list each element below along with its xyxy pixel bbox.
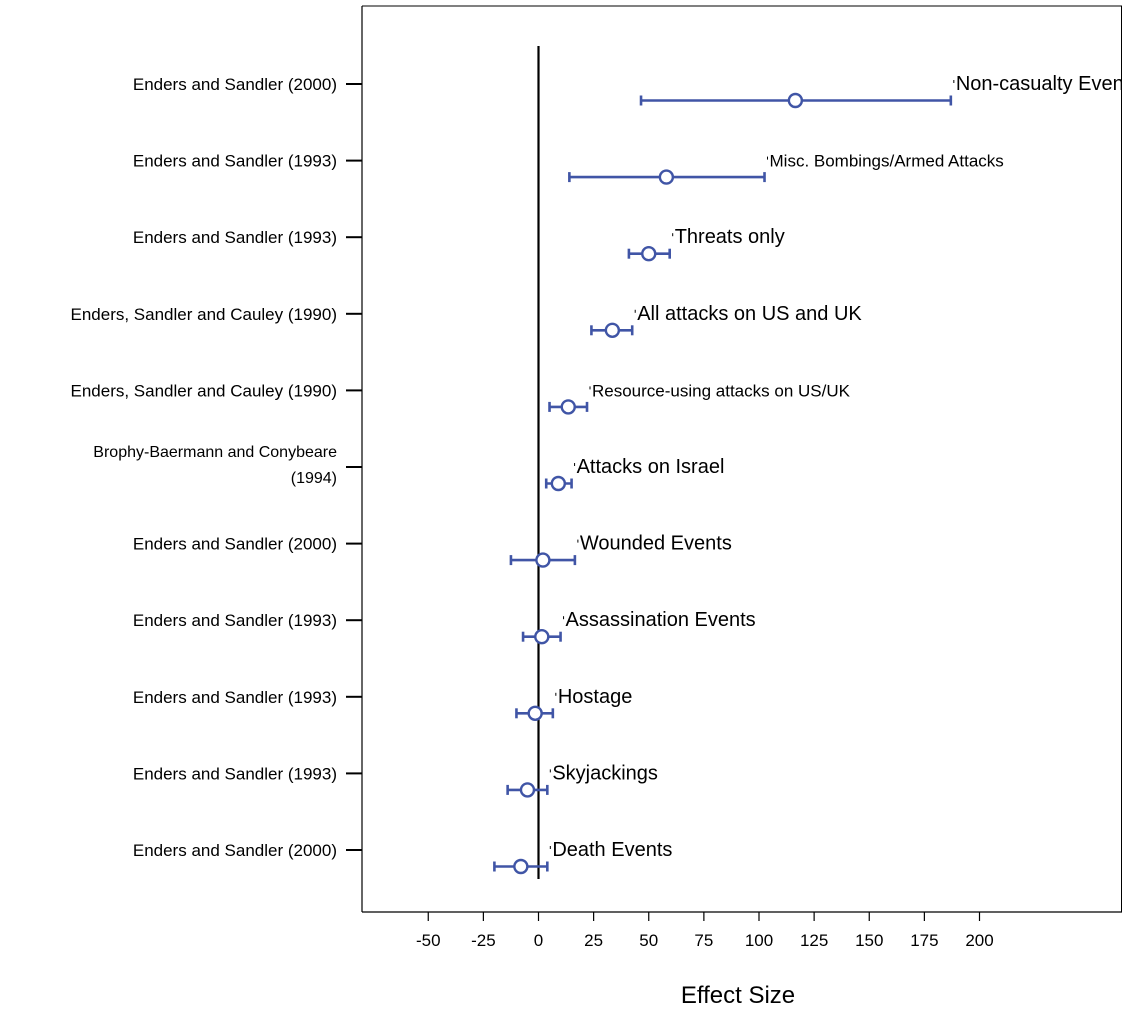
point-estimate	[550, 475, 567, 492]
outcome-label: Skyjackings	[552, 762, 658, 784]
study-label: Enders and Sandler (1993)	[133, 152, 337, 171]
point-estimate	[787, 92, 804, 109]
point-estimate	[535, 552, 551, 568]
x-tick-label: 125	[800, 931, 828, 950]
x-tick-label: 100	[745, 931, 773, 950]
x-tick-label: 200	[965, 931, 993, 950]
study-label: Brophy-Baermann and Conybeare	[93, 444, 337, 461]
x-tick-label: 0	[534, 931, 543, 950]
point-estimate	[513, 858, 529, 875]
x-axis-ticks: -50 -25 0 25 50 75 100 125 150 175 200	[416, 912, 994, 950]
study-label: Enders and Sandler (1993)	[133, 228, 337, 247]
study-label: Enders and Sandler (2000)	[133, 75, 337, 94]
point-estimate	[641, 245, 657, 262]
x-tick-label: 50	[639, 931, 658, 950]
study-label: (1994)	[291, 470, 337, 487]
point-estimate	[527, 705, 543, 721]
x-tick-label: -50	[416, 931, 441, 950]
study-label: Enders, Sandler and Cauley (1990)	[71, 305, 338, 324]
x-tick-label: -25	[471, 931, 496, 950]
x-tick-label: 25	[584, 931, 603, 950]
x-axis-title: Effect Size	[681, 982, 795, 1009]
study-label: Enders, Sandler and Cauley (1990)	[71, 381, 338, 400]
study-label: Enders and Sandler (2000)	[133, 535, 337, 554]
outcome-label: Attacks on Israel	[577, 456, 725, 478]
outcome-label: Assassination Events	[566, 609, 756, 631]
outcome-label: Resource-using attacks on US/UK	[592, 381, 851, 400]
point-estimate	[560, 399, 576, 415]
plot-marks: Non-casualty Events Misc. Bombings/Armed …	[493, 46, 1122, 879]
outcome-label: Hostage	[558, 686, 633, 708]
plot-frame	[361, 5, 1122, 913]
point-estimate	[604, 322, 621, 338]
outcome-label: Wounded Events	[580, 533, 732, 555]
outcome-label: Threats only	[675, 226, 785, 248]
outcome-label: All attacks on US and UK	[637, 303, 862, 325]
point-estimate	[519, 782, 536, 798]
study-label: Enders and Sandler (1993)	[133, 688, 337, 707]
x-tick-label: 150	[855, 931, 883, 950]
study-label: Enders and Sandler (2000)	[133, 841, 337, 860]
study-label: Enders and Sandler (1993)	[133, 611, 337, 630]
study-label: Enders and Sandler (1993)	[133, 764, 337, 783]
x-tick-label: 75	[694, 931, 713, 950]
outcome-label: Misc. Bombings/Armed Attacks	[770, 152, 1004, 171]
point-estimate	[534, 629, 550, 645]
y-axis-ticks: Enders and Sandler (2000) Enders and Sand…	[71, 75, 362, 860]
outcome-label: Death Events	[552, 839, 672, 861]
point-estimate	[658, 169, 675, 185]
outcome-label: Non-casualty Events	[956, 73, 1122, 95]
x-tick-label: 175	[910, 931, 938, 950]
